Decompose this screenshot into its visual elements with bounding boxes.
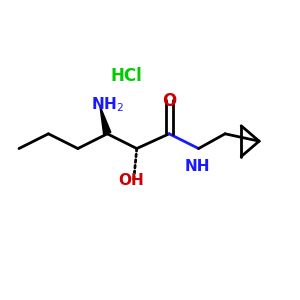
Text: HCl: HCl [111,68,142,85]
Text: OH: OH [118,173,144,188]
Text: O: O [162,92,176,110]
Text: NH: NH [184,159,210,174]
Text: NH$_2$: NH$_2$ [91,95,124,114]
Polygon shape [100,106,111,135]
